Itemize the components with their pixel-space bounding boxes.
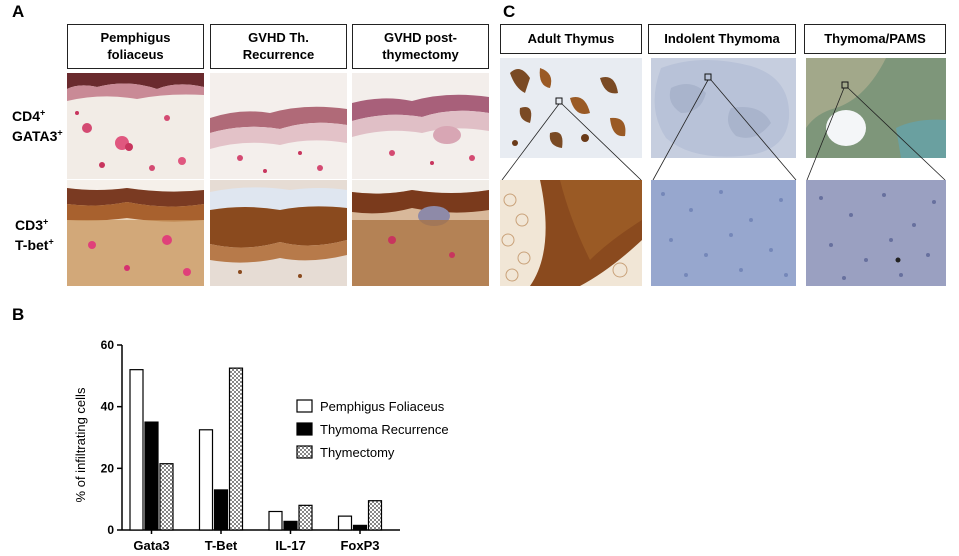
bar-black-t-bet — [213, 489, 229, 531]
micrograph-thymoma-pams-zoom — [806, 180, 946, 286]
bar-checkered-gata3 — [159, 463, 174, 531]
panel-a-header-pemphigus: Pemphigus foliaceus — [67, 24, 204, 69]
panel-a-header-gvhd-recurrence: GVHD Th. Recurrence — [210, 24, 347, 69]
y-tick-label: 40 — [101, 400, 115, 414]
panel-b-letter: B — [12, 305, 25, 324]
bar-white-gata3 — [129, 369, 144, 531]
micrograph-indolent-thymoma-zoom — [651, 180, 796, 286]
panel-a-letter: A — [12, 2, 25, 21]
bar-black-il-17 — [283, 520, 298, 531]
infiltrating-cells-bar-chart: % of infiltrating cells 0 20 40 60 Gata3 T-Be… — [73, 338, 449, 553]
y-tick-label: 60 — [101, 338, 115, 352]
x-tick-label: IL-17 — [275, 538, 305, 553]
panel-c-header-indolent-thymoma: Indolent Thymoma — [648, 24, 796, 54]
y-tick-label: 0 — [107, 523, 114, 537]
panel-c-header-thymoma-pams: Thymoma/PAMS — [804, 24, 946, 54]
bar-white-t-bet — [198, 429, 214, 531]
row-label-cd4-gata3: CD4+ GATA3+ — [12, 107, 63, 145]
legend-swatch-white — [296, 399, 313, 413]
legend-label: Thymoma Recurrence — [320, 422, 449, 437]
legend-label: Thymectomy — [320, 445, 395, 460]
y-axis-label: % of infiltrating cells — [73, 387, 88, 502]
legend-swatch-checkered — [296, 445, 313, 459]
micrograph-gvhd-thymectomy-cd4-gata3 — [352, 73, 489, 179]
panel-a-header-gvhd-post-thymectomy: GVHD post- thymectomy — [352, 24, 489, 69]
micrograph-gvhd-recurrence-cd3-tbet — [210, 180, 347, 286]
micrograph-thymoma-pams-overview — [806, 58, 946, 158]
bar-checkered-t-bet — [228, 367, 244, 531]
micrograph-adult-thymus-overview — [500, 58, 642, 158]
bar-checkered-foxp3 — [367, 500, 383, 531]
legend-swatch-black — [296, 422, 313, 436]
chart-legend: Pemphigus Foliaceus Thymoma Recurrence Thy… — [296, 399, 449, 460]
y-tick-label: 20 — [101, 461, 115, 475]
micrograph-gvhd-thymectomy-cd3-tbet — [352, 180, 489, 286]
x-tick-label: FoxP3 — [340, 538, 379, 553]
panel-c-letter: C — [503, 2, 516, 21]
x-tick-label: Gata3 — [133, 538, 169, 553]
bar-black-gata3 — [144, 421, 159, 531]
panel-c-header-adult-thymus: Adult Thymus — [500, 24, 642, 54]
micrograph-pemphigus-cd4-gata3 — [67, 73, 204, 179]
legend-label: Pemphigus Foliaceus — [320, 399, 445, 414]
bar-white-foxp3 — [337, 515, 353, 531]
bar-checkered-il-17 — [298, 504, 313, 531]
micrograph-gvhd-recurrence-cd4-gata3 — [210, 73, 347, 179]
micrograph-pemphigus-cd3-tbet — [67, 180, 204, 286]
bar-black-foxp3 — [352, 524, 368, 531]
micrograph-adult-thymus-zoom — [500, 180, 642, 286]
row-label-cd3-tbet: CD3+ T-bet+ — [15, 216, 54, 254]
x-tick-label: T-Bet — [205, 538, 238, 553]
bar-white-il-17 — [268, 510, 283, 531]
